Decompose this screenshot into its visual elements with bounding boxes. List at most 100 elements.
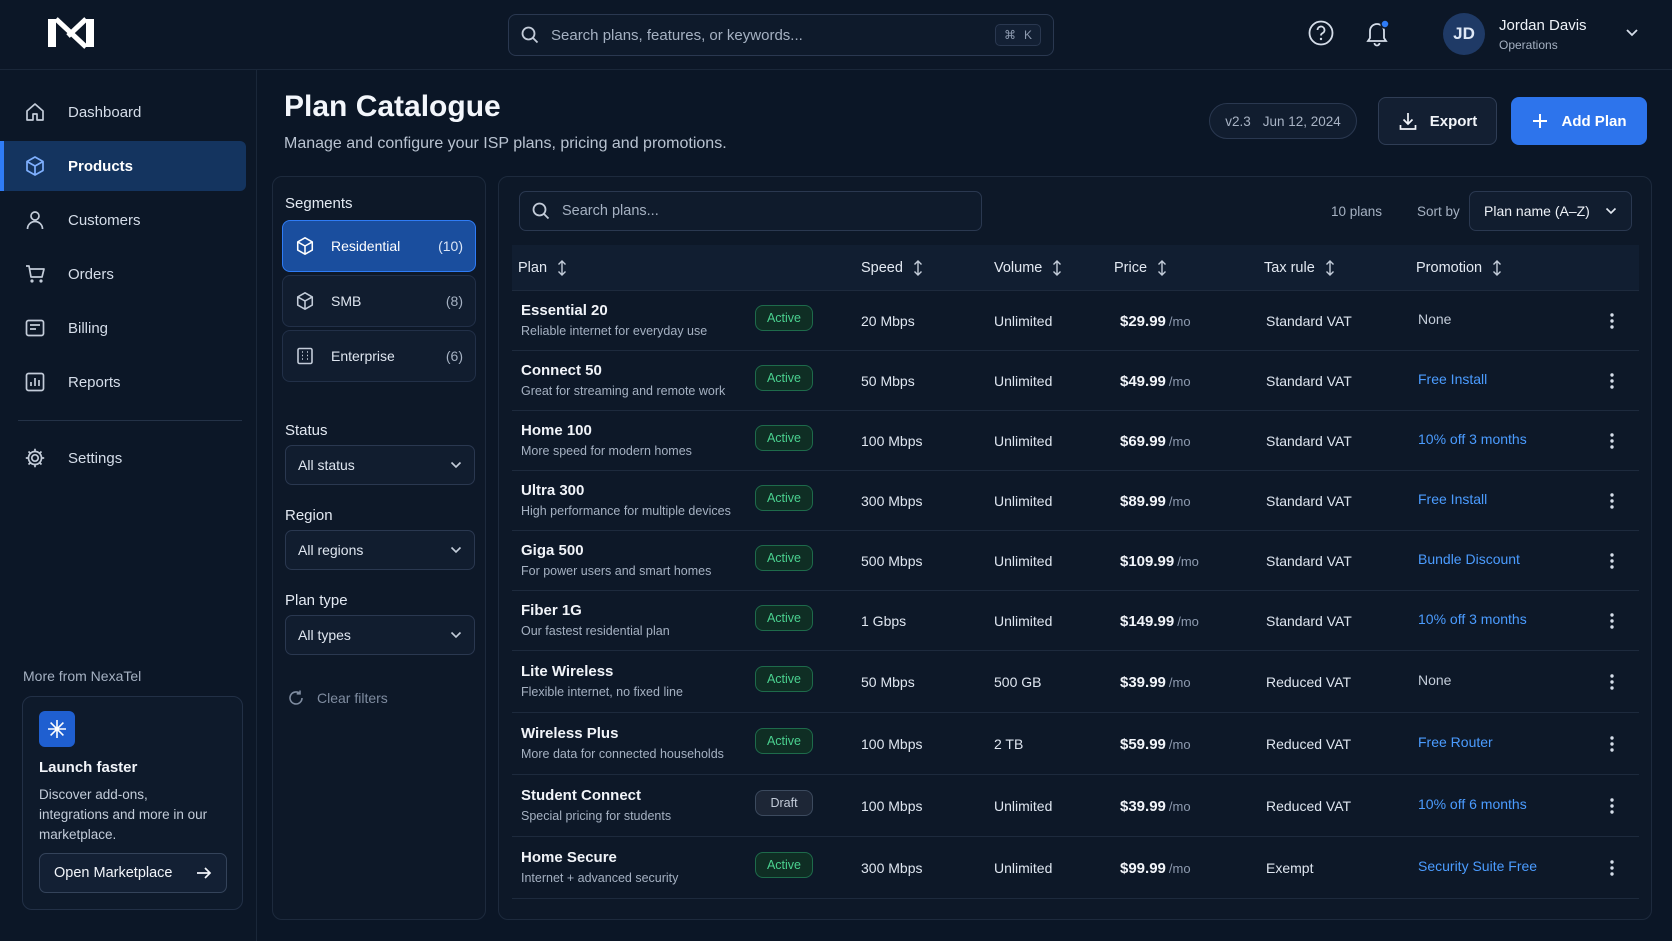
more-options-icon[interactable]: [1610, 860, 1614, 876]
price-cell: $39.99/mo: [1120, 798, 1191, 815]
table-row[interactable]: Essential 20 Reliable internet for everyd…: [512, 291, 1639, 351]
table-header: Plan Speed Volume Price Tax rule Promoti…: [512, 245, 1639, 291]
more-options-icon[interactable]: [1610, 613, 1614, 629]
table-row[interactable]: Ultra 300 High performance for multiple d…: [512, 471, 1639, 531]
column-header-tax-rule[interactable]: Tax rule: [1264, 260, 1335, 276]
clear-filters-button[interactable]: Clear filters: [287, 689, 388, 707]
price-value: $39.99: [1120, 674, 1166, 691]
price-period: /mo: [1168, 737, 1191, 752]
plan-type-select[interactable]: All types: [285, 615, 475, 655]
plan-name[interactable]: Student Connect: [521, 787, 641, 804]
status-badge: Active: [755, 545, 813, 571]
column-header-plan[interactable]: Plan: [518, 260, 567, 276]
sidebar-item-reports[interactable]: Reports: [0, 357, 246, 407]
status-label: Status: [285, 422, 328, 439]
segment-name: SMB: [331, 293, 362, 309]
sidebar-item-products[interactable]: Products: [0, 141, 246, 191]
plan-name[interactable]: Ultra 300: [521, 482, 585, 499]
price-period: /mo: [1168, 799, 1191, 814]
version-badge: v2.3 Jun 12, 2024: [1209, 103, 1357, 139]
more-options-icon[interactable]: [1610, 553, 1614, 569]
user-menu[interactable]: JD Jordan Davis Operations: [1443, 13, 1587, 55]
help-icon[interactable]: [1308, 20, 1334, 46]
filters-panel: Segments Residential (10) SMB (8) Enterp…: [272, 176, 486, 920]
select-value: All status: [298, 457, 355, 473]
open-marketplace-button[interactable]: Open Marketplace: [39, 853, 227, 893]
chart-icon: [24, 371, 46, 393]
segment-enterprise[interactable]: Enterprise (6): [282, 330, 476, 382]
version-label: v2.3: [1225, 113, 1251, 129]
segment-smb[interactable]: SMB (8): [282, 275, 476, 327]
tax-rule-cell: Standard VAT: [1266, 613, 1352, 629]
plan-name[interactable]: Home Secure: [521, 849, 617, 866]
more-options-icon[interactable]: [1610, 433, 1614, 449]
segment-residential[interactable]: Residential (10): [282, 220, 476, 272]
promotion-cell[interactable]: Bundle Discount: [1418, 551, 1520, 567]
sidebar-item-settings[interactable]: Settings: [0, 433, 246, 483]
plan-name[interactable]: Lite Wireless: [521, 663, 614, 680]
sidebar-item-billing[interactable]: Billing: [0, 303, 246, 353]
price-value: $109.99: [1120, 553, 1175, 570]
global-search-input[interactable]: Search plans, features, or keywords... ⌘…: [508, 14, 1054, 56]
plan-name[interactable]: Home 100: [521, 422, 592, 439]
version-date: Jun 12, 2024: [1262, 113, 1341, 129]
sort-select[interactable]: Plan name (A–Z): [1469, 191, 1632, 231]
sidebar-item-dashboard[interactable]: Dashboard: [0, 87, 246, 137]
more-options-icon[interactable]: [1610, 798, 1614, 814]
table-row[interactable]: Lite Wireless Flexible internet, no fixed…: [512, 651, 1639, 713]
more-options-icon[interactable]: [1610, 674, 1614, 690]
more-options-icon[interactable]: [1610, 373, 1614, 389]
export-button[interactable]: Export: [1378, 97, 1497, 145]
table-row[interactable]: Wireless Plus More data for connected hou…: [512, 713, 1639, 775]
table-row[interactable]: Student Connect Special pricing for stude…: [512, 775, 1639, 837]
promotion-cell[interactable]: Free Router: [1418, 734, 1493, 750]
button-label: Open Marketplace: [54, 865, 173, 881]
region-select[interactable]: All regions: [285, 530, 475, 570]
nexatel-logo[interactable]: [46, 17, 96, 49]
plan-name[interactable]: Wireless Plus: [521, 725, 619, 742]
column-header-promotion[interactable]: Promotion: [1416, 260, 1502, 276]
sidebar-item-label: Settings: [68, 449, 123, 467]
promotion-cell[interactable]: Free Install: [1418, 491, 1488, 507]
table-row[interactable]: Home 100 More speed for modern homes Activ…: [512, 411, 1639, 471]
speed-cell: 50 Mbps: [861, 674, 915, 690]
button-label: Add Plan: [1561, 112, 1627, 130]
volume-cell: Unlimited: [994, 613, 1053, 629]
promotion-cell[interactable]: Security Suite Free: [1418, 858, 1538, 874]
promotion-cell[interactable]: 10% off 3 months: [1418, 431, 1527, 447]
promotion-cell[interactable]: 10% off 6 months: [1418, 796, 1527, 812]
price-value: $99.99: [1120, 860, 1166, 877]
plan-name[interactable]: Connect 50: [521, 362, 602, 379]
speed-cell: 100 Mbps: [861, 798, 923, 814]
table-row[interactable]: Giga 500 For power users and smart homes A…: [512, 531, 1639, 591]
search-placeholder: Search plans...: [562, 203, 659, 219]
column-header-speed[interactable]: Speed: [861, 260, 923, 276]
plan-description: Internet + advanced security: [521, 871, 679, 885]
promotion-cell[interactable]: 10% off 3 months: [1418, 611, 1527, 627]
plan-name[interactable]: Fiber 1G: [521, 602, 582, 619]
sort-icon: [1157, 260, 1167, 276]
sidebar-item-customers[interactable]: Customers: [0, 195, 246, 245]
notifications-bell-icon[interactable]: [1364, 18, 1392, 48]
status-select[interactable]: All status: [285, 445, 475, 485]
add-plan-button[interactable]: Add Plan: [1511, 97, 1647, 145]
more-options-icon[interactable]: [1610, 313, 1614, 329]
sidebar-item-orders[interactable]: Orders: [0, 249, 246, 299]
sidebar-item-label: Reports: [68, 373, 121, 391]
promotion-cell[interactable]: Free Install: [1418, 371, 1488, 387]
plan-name[interactable]: Essential 20: [521, 302, 608, 319]
column-header-volume[interactable]: Volume: [994, 260, 1062, 276]
avatar: JD: [1443, 13, 1485, 55]
promotion-cell: None: [1418, 672, 1452, 688]
table-row[interactable]: Home Secure Internet + advanced security A…: [512, 837, 1639, 899]
plans-search-input[interactable]: Search plans...: [519, 191, 982, 231]
sidebar-divider: [18, 420, 242, 421]
more-options-icon[interactable]: [1610, 736, 1614, 752]
table-row[interactable]: Connect 50 Great for streaming and remote…: [512, 351, 1639, 411]
more-options-icon[interactable]: [1610, 493, 1614, 509]
chevron-down-icon[interactable]: [1625, 28, 1639, 38]
plan-name[interactable]: Giga 500: [521, 542, 584, 559]
table-row[interactable]: Fiber 1G Our fastest residential plan Acti…: [512, 591, 1639, 651]
volume-cell: 500 GB: [994, 674, 1042, 690]
column-header-price[interactable]: Price: [1114, 260, 1167, 276]
